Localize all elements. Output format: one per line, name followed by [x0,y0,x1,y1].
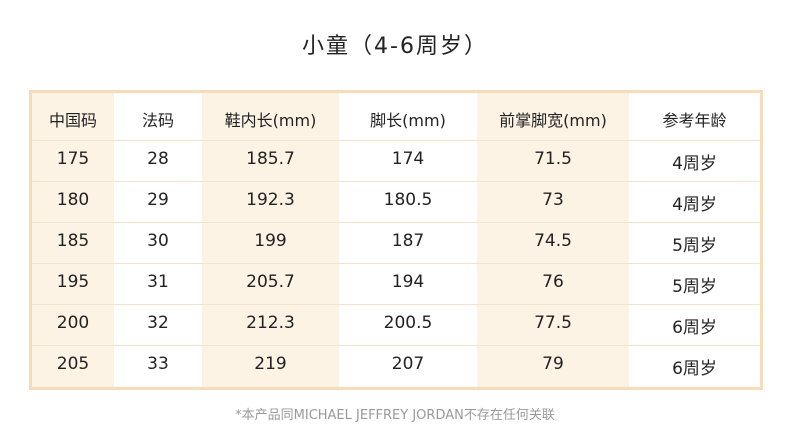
column-header: 鞋内长(mm) [224,111,317,130]
table-cell: 29 [147,190,169,210]
table-cell: 219 [254,354,287,374]
table-cell: 28 [147,149,169,169]
table-cell: 207 [391,354,425,374]
table-cell: 187 [391,231,425,251]
table-cell: 71.5 [534,149,572,169]
column-shade [32,93,114,387]
column-header: 法码 [141,111,174,130]
table-cell: 180 [56,190,90,210]
table-cell: 195 [56,272,90,292]
table-cell: 5周岁 [672,236,717,256]
table-cell: 175 [56,149,90,169]
row-divider [32,263,760,264]
table-cell: 192.3 [246,190,295,210]
table-cell: 4周岁 [672,195,717,215]
table-cell: 212.3 [246,313,295,333]
column-header: 中国码 [48,111,97,130]
table-cell: 30 [147,231,169,251]
row-divider [32,140,760,141]
table-cell: 185 [56,231,90,251]
row-divider [32,304,760,305]
column-shade [477,93,629,387]
table-cell: 205.7 [246,272,295,292]
row-divider [32,181,760,182]
size-table: 中国码 法码 鞋内长(mm) 脚长(mm) 前掌脚宽(mm) 参考年龄 175 28 185.7… [29,90,763,390]
table-cell: 33 [147,354,169,374]
table-cell: 73 [542,190,564,210]
table-cell: 5周岁 [672,277,717,297]
table-cell: 180.5 [383,190,433,210]
table-cell: 74.5 [534,231,572,251]
table-cell: 185.7 [246,149,295,169]
column-header: 参考年龄 [662,111,727,130]
title: 小童（4-6周岁） [302,34,488,59]
table-cell: 200.5 [383,313,433,333]
column-header: 脚长(mm) [370,111,446,130]
table-cell: 199 [254,231,287,251]
table-cell: 76 [542,272,564,292]
table-cell: 79 [542,354,564,374]
column-header: 前掌脚宽(mm) [499,111,607,130]
footnote: *本产品同MICHAEL JEFFREY JORDAN不存在任何关联 [235,408,555,423]
table-cell: 4周岁 [672,154,717,174]
table-cell: 200 [56,313,90,333]
table-cell: 31 [147,272,169,292]
table-cell: 6周岁 [672,318,717,338]
table-cell: 6周岁 [672,359,717,379]
table-cell: 77.5 [534,313,572,333]
table-cell: 32 [147,313,169,333]
column-shade [202,93,339,387]
table-cell: 194 [391,272,425,292]
table-cell: 205 [56,354,90,374]
row-divider [32,222,760,223]
row-divider [32,345,760,346]
table-cell: 174 [391,149,425,169]
